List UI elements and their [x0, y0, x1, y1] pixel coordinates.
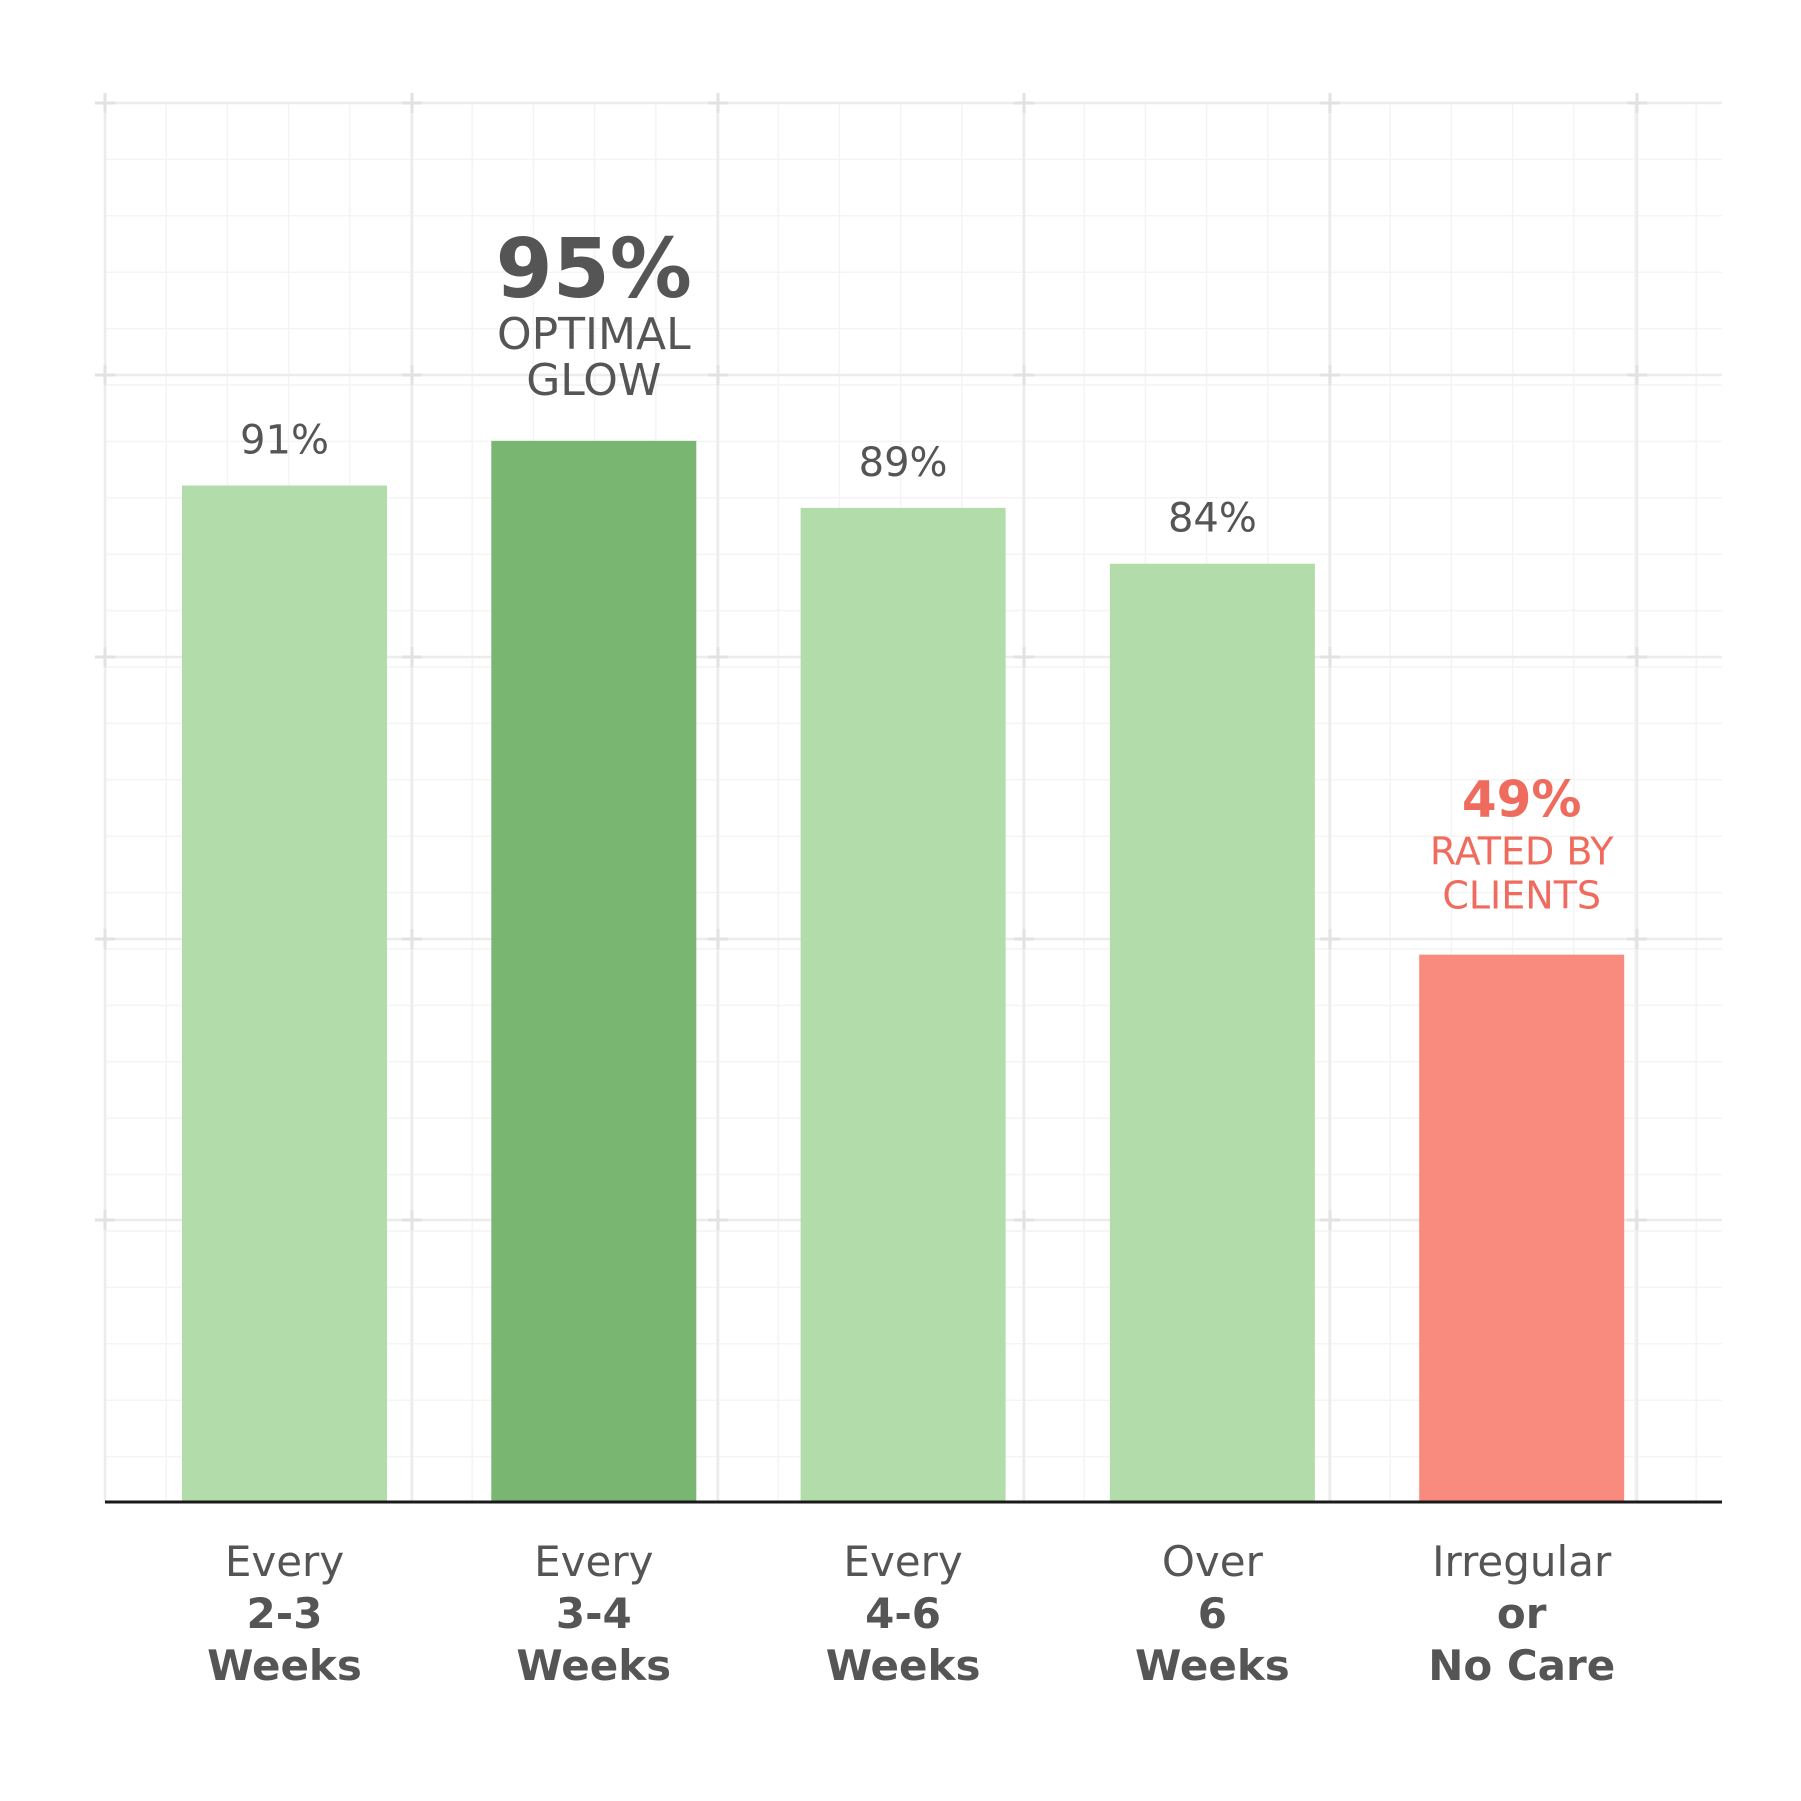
value-label-sub: CLIENTS	[1442, 874, 1601, 918]
bar-5	[1419, 954, 1625, 1502]
category-label-line2: 6	[1198, 1589, 1227, 1638]
bar-2	[491, 440, 697, 1503]
bar-3	[800, 507, 1006, 1502]
category-label-line3: Weeks	[207, 1641, 362, 1690]
category-label-line1: Every	[843, 1537, 962, 1586]
value-label-main: 49%	[1462, 771, 1582, 829]
category-label-line1: Irregular	[1432, 1537, 1612, 1586]
value-label-sub: GLOW	[526, 355, 661, 406]
category-labels: Every2-3WeeksEvery3-4WeeksEvery4-6WeeksO…	[207, 1537, 1615, 1690]
category-label-line3: Weeks	[826, 1641, 981, 1690]
category-label-line3: Weeks	[1135, 1641, 1290, 1690]
category-label-line3: No Care	[1428, 1641, 1615, 1690]
value-label: 91%	[240, 418, 329, 464]
category-label-line2: 2-3	[247, 1589, 323, 1638]
category-label-line3: Weeks	[516, 1641, 671, 1690]
value-label-sub: OPTIMAL	[497, 309, 691, 360]
category-label-line1: Every	[534, 1537, 653, 1586]
value-label-main: 95%	[496, 222, 692, 317]
bars	[182, 440, 1625, 1503]
category-label-line1: Over	[1162, 1537, 1264, 1586]
category-label-line2: 4-6	[865, 1589, 941, 1638]
value-label-sub: RATED BY	[1430, 830, 1614, 874]
category-label-line1: Every	[225, 1537, 344, 1586]
bar-1	[182, 485, 387, 1502]
value-label: 89%	[859, 440, 948, 486]
category-label-line2: or	[1497, 1589, 1547, 1638]
value-label: 84%	[1168, 496, 1257, 542]
category-label-line2: 3-4	[556, 1589, 632, 1638]
bar-4	[1109, 563, 1315, 1502]
